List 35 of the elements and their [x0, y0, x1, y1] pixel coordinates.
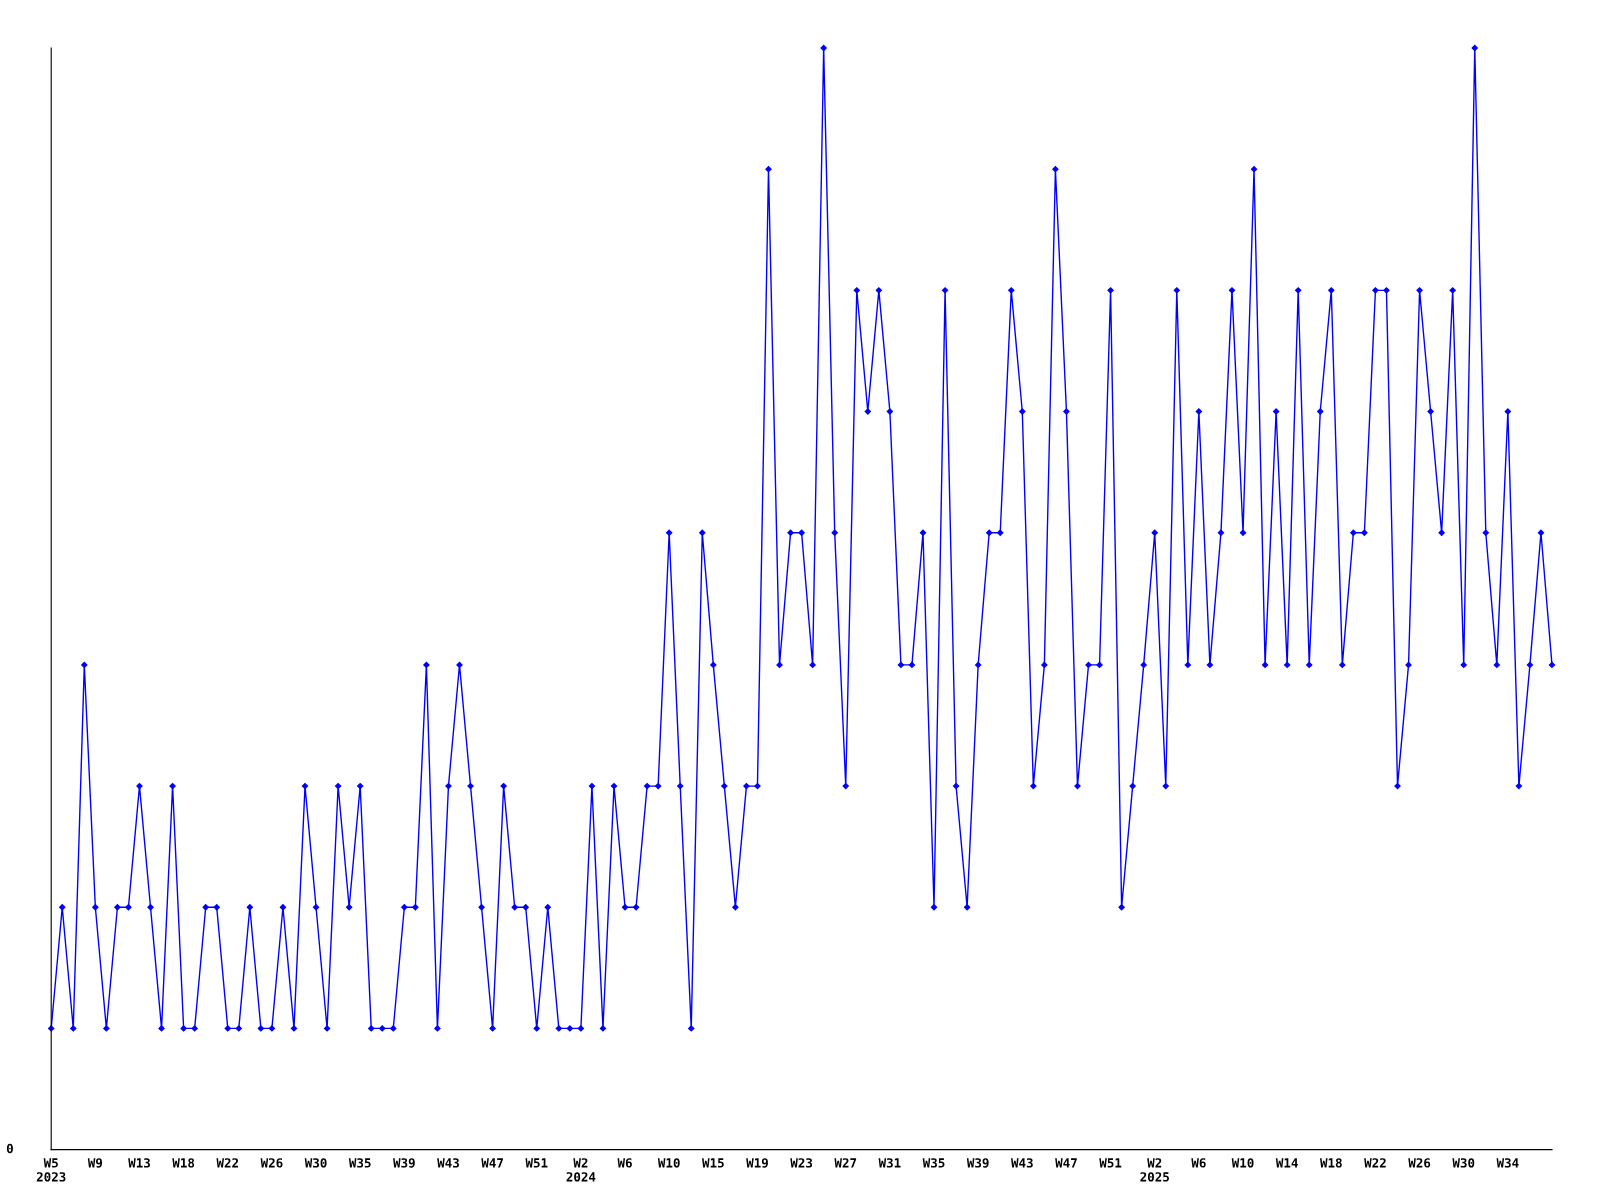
- x-tick-label: W47: [1055, 1158, 1077, 1168]
- x-tick-label: W34: [1496, 1158, 1519, 1168]
- x-tick-label: W6: [617, 1158, 632, 1168]
- x-tick-label: W30: [304, 1158, 327, 1168]
- text: 0: [6, 1143, 13, 1154]
- x-tick-label: W23: [790, 1158, 813, 1168]
- x-tick-label: W18: [1320, 1158, 1342, 1168]
- x-tick-label: W27: [834, 1158, 857, 1168]
- x-tick-label: W13: [128, 1158, 150, 1168]
- x-tick-label: W31: [878, 1158, 901, 1168]
- x-tick-label: W18: [172, 1158, 195, 1168]
- x-tick-label: W51: [1099, 1158, 1122, 1168]
- x-tick-label: W5 2023: [36, 1158, 66, 1182]
- x-tick-label: W35: [348, 1158, 371, 1168]
- x-tick-label: W6: [1191, 1158, 1206, 1168]
- x-tick-label: W14: [1275, 1158, 1298, 1168]
- x-tick-label: W51: [525, 1158, 548, 1168]
- x-tick-label: W43: [1011, 1158, 1033, 1168]
- x-tick-label: W30: [1452, 1158, 1475, 1168]
- x-tick-label: W9: [87, 1158, 103, 1168]
- x-tick-label: W22: [1364, 1158, 1386, 1168]
- x-tick-label: W2 2024: [566, 1158, 596, 1182]
- x-tick-label: W19: [746, 1158, 768, 1168]
- x-tick-label: W22: [216, 1158, 239, 1168]
- x-tick-label: W47: [481, 1158, 503, 1168]
- x-tick-label: W10: [657, 1158, 680, 1168]
- x-tick-label: W39: [966, 1158, 989, 1168]
- x-tick-label: W10: [1231, 1158, 1254, 1168]
- x-tick-label: W26: [1408, 1158, 1431, 1168]
- x-tick-label: W35: [922, 1158, 945, 1168]
- x-tick-label: W2 2025: [1140, 1158, 1169, 1182]
- x-tick-label: W26: [260, 1158, 283, 1168]
- x-tick-label: W39: [393, 1158, 415, 1168]
- x-tick-label: W15: [702, 1158, 724, 1168]
- x-tick-label: W43: [437, 1158, 459, 1168]
